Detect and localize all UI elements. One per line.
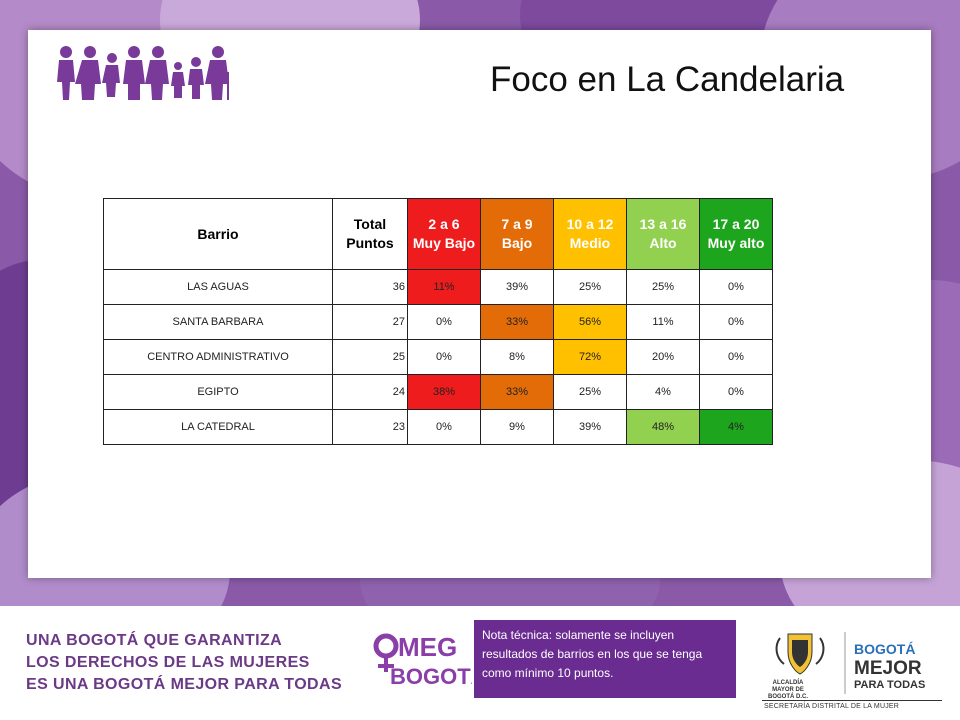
- table-row: SANTA BARBARA 27 0% 33% 56% 11% 0%: [103, 304, 773, 340]
- cell-medio: 56%: [553, 304, 627, 340]
- cell-barrio: EGIPTO: [103, 374, 333, 410]
- header-muy-bajo: 2 a 6 Muy Bajo: [407, 198, 481, 270]
- omeg-bogota-logo: MEG BOGOTÁ: [372, 624, 487, 704]
- cell-medio: 72%: [553, 339, 627, 375]
- header-alto: 13 a 16 Alto: [626, 198, 700, 270]
- bogota-mejor-para-todas-logo: BOGOTÁ MEJOR PARA TODAS: [852, 636, 944, 696]
- cell-bajo: 9%: [480, 409, 554, 445]
- svg-text:PARA TODAS: PARA TODAS: [854, 679, 925, 691]
- cell-alto: 20%: [626, 339, 700, 375]
- cell-medio: 25%: [553, 269, 627, 305]
- header-muy-alto: 17 a 20 Muy alto: [699, 198, 773, 270]
- table-header-row: Barrio Total Puntos 2 a 6 Muy Bajo 7 a 9…: [103, 198, 773, 270]
- header-barrio: Barrio: [103, 198, 333, 270]
- cell-bajo: 33%: [480, 304, 554, 340]
- table-row: LAS AGUAS 36 11% 39% 25% 25% 0%: [103, 269, 773, 305]
- slogan-line: ES UNA BOGOTÁ MEJOR PARA TODAS: [26, 676, 343, 693]
- svg-text:MEG: MEG: [398, 632, 457, 662]
- technical-note: Nota técnica: solamente se incluyen resu…: [474, 620, 736, 698]
- slogan-line: UNA BOGOTÁ QUE GARANTIZA: [26, 632, 283, 649]
- cell-muy-bajo: 11%: [407, 269, 481, 305]
- header-medio: 10 a 12 Medio: [553, 198, 627, 270]
- page-title: Foco en La Candelaria: [490, 60, 845, 99]
- women-figures-icon: [56, 44, 246, 109]
- cell-muy-bajo: 38%: [407, 374, 481, 410]
- cell-alto: 4%: [626, 374, 700, 410]
- svg-text:BOGOTÁ: BOGOTÁ: [854, 641, 915, 657]
- cell-muy-alto: 0%: [699, 304, 773, 340]
- cell-alto: 11%: [626, 304, 700, 340]
- svg-text:BOGOTÁ: BOGOTÁ: [390, 664, 472, 689]
- cell-barrio: CENTRO ADMINISTRATIVO: [103, 339, 333, 375]
- cell-medio: 25%: [553, 374, 627, 410]
- slogan: UNA BOGOTÁ QUE GARANTIZA LOS DERECHOS DE…: [26, 630, 342, 696]
- table-row: CENTRO ADMINISTRATIVO 25 0% 8% 72% 20% 0…: [103, 339, 773, 375]
- footer: UNA BOGOTÁ QUE GARANTIZA LOS DERECHOS DE…: [0, 606, 960, 720]
- cell-muy-alto: 4%: [699, 409, 773, 445]
- results-table: Barrio Total Puntos 2 a 6 Muy Bajo 7 a 9…: [103, 198, 773, 445]
- cell-total: 24: [332, 374, 408, 410]
- cell-alto: 48%: [626, 409, 700, 445]
- cell-medio: 39%: [553, 409, 627, 445]
- slide-panel: Foco en La Candelaria Barrio Total Punto…: [28, 30, 931, 578]
- cell-muy-bajo: 0%: [407, 339, 481, 375]
- header-bajo: 7 a 9 Bajo: [480, 198, 554, 270]
- cell-barrio: SANTA BARBARA: [103, 304, 333, 340]
- secretaria-divider: [762, 700, 942, 701]
- table-row: EGIPTO 24 38% 33% 25% 4% 0%: [103, 374, 773, 410]
- cell-muy-bajo: 0%: [407, 409, 481, 445]
- secretaria-label: SECRETARÍA DISTRITAL DE LA MUJER: [764, 703, 900, 710]
- cell-muy-bajo: 0%: [407, 304, 481, 340]
- cell-total: 27: [332, 304, 408, 340]
- cell-bajo: 33%: [480, 374, 554, 410]
- table-row: LA CATEDRAL 23 0% 9% 39% 48% 4%: [103, 409, 773, 445]
- cell-alto: 25%: [626, 269, 700, 305]
- cell-bajo: 39%: [480, 269, 554, 305]
- svg-text:MEJOR: MEJOR: [854, 658, 922, 679]
- cell-barrio: LA CATEDRAL: [103, 409, 333, 445]
- bogota-coat-of-arms-icon: [760, 630, 840, 690]
- cell-bajo: 8%: [480, 339, 554, 375]
- cell-total: 36: [332, 269, 408, 305]
- cell-total: 23: [332, 409, 408, 445]
- cell-muy-alto: 0%: [699, 374, 773, 410]
- header-total-puntos: Total Puntos: [332, 198, 408, 270]
- cell-barrio: LAS AGUAS: [103, 269, 333, 305]
- cell-muy-alto: 0%: [699, 269, 773, 305]
- cell-muy-alto: 0%: [699, 339, 773, 375]
- alcaldia-label: ALCALDÍA MAYOR DE BOGOTÁ D.C.: [768, 680, 808, 700]
- slogan-line: LOS DERECHOS DE LAS MUJERES: [26, 654, 310, 671]
- logo-divider: [844, 632, 846, 694]
- cell-total: 25: [332, 339, 408, 375]
